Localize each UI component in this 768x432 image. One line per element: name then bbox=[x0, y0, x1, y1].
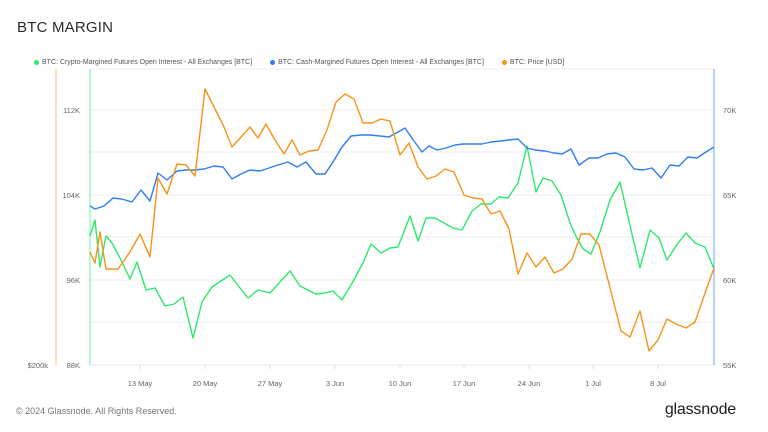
x-tick: 17 Jun bbox=[453, 379, 476, 388]
x-tick: 24 Jun bbox=[518, 379, 541, 388]
x-tick: 10 Jun bbox=[389, 379, 412, 388]
right-tick: 70K bbox=[723, 106, 736, 115]
copyright-text: © 2024 Glassnode. All Rights Reserved. bbox=[16, 406, 177, 416]
x-tick: 13 May bbox=[128, 379, 153, 388]
crypto-margined-oi-line bbox=[89, 145, 715, 339]
legend-item-price[interactable]: BTC: Price [USD] bbox=[501, 59, 565, 66]
green-dot-icon bbox=[34, 60, 39, 65]
x-tick: 27 May bbox=[258, 379, 283, 388]
left-tick: 104K bbox=[62, 191, 80, 200]
x-tick: 1 Jul bbox=[585, 379, 601, 388]
orange-dot-icon bbox=[501, 60, 507, 65]
x-tick: 3 Jun bbox=[326, 379, 344, 388]
price-outer-tick: $200k bbox=[28, 361, 49, 370]
right-tick: 55K bbox=[723, 361, 736, 370]
x-tick: 8 Jul bbox=[650, 379, 666, 388]
left-tick: 96K bbox=[67, 276, 80, 285]
chart-title: BTC MARGIN bbox=[17, 19, 114, 36]
glassnode-logo: glassnode bbox=[664, 401, 736, 418]
legend-label: BTC: Price [USD] bbox=[509, 59, 565, 66]
chart-legend: BTC: Crypto-Margined Futures Open Intere… bbox=[34, 59, 582, 66]
x-axis: 13 May 20 May 27 May 3 Jun 10 Jun 17 Jun… bbox=[128, 365, 666, 388]
right-tick: 65K bbox=[723, 191, 736, 200]
legend-label: BTC: Crypto-Margined Futures Open Intere… bbox=[42, 59, 253, 66]
left-tick: 88K bbox=[67, 361, 80, 370]
cash-margined-oi-line bbox=[89, 127, 715, 210]
x-tick: 20 May bbox=[193, 379, 218, 388]
right-tick: 60K bbox=[723, 276, 736, 285]
blue-dot-icon bbox=[270, 60, 276, 65]
legend-item-crypto-margined[interactable]: BTC: Crypto-Margined Futures Open Intere… bbox=[34, 59, 252, 66]
left-tick: 112K bbox=[63, 106, 80, 115]
legend-item-cash-margined[interactable]: BTC: Cash-Margined Futures Open Interest… bbox=[270, 59, 484, 66]
btc-price-line bbox=[89, 88, 715, 352]
legend-label: BTC: Cash-Margined Futures Open Interest… bbox=[278, 59, 484, 66]
